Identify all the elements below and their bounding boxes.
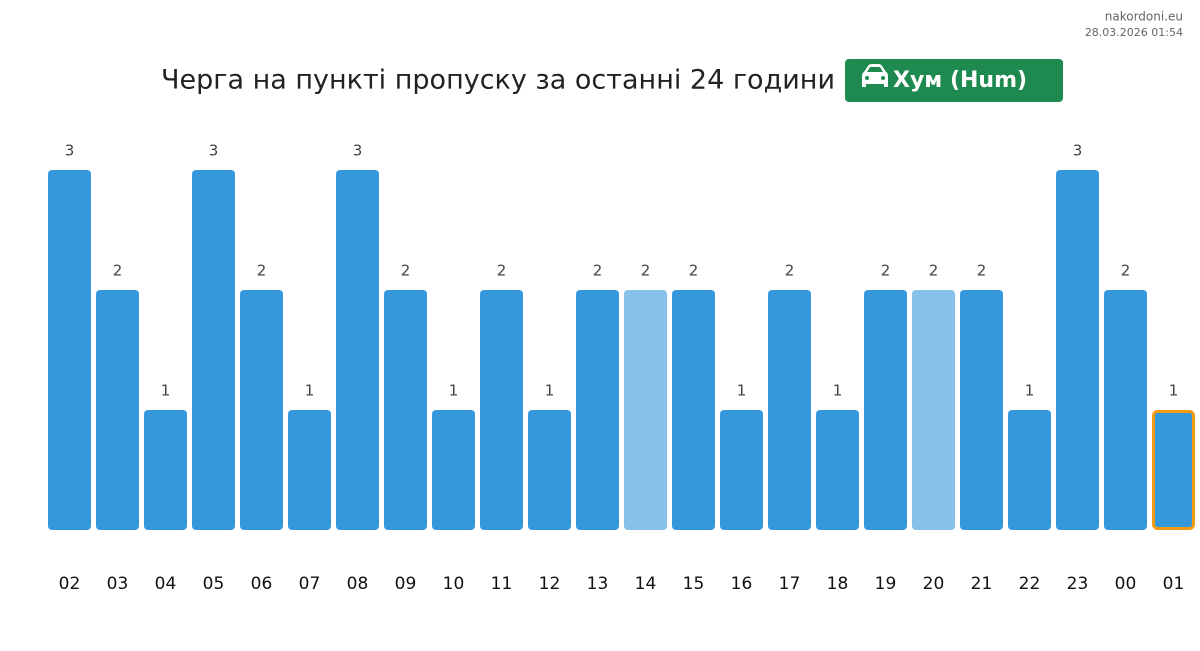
bar	[576, 290, 619, 530]
bar	[1008, 410, 1051, 530]
bar	[960, 290, 1003, 530]
badge	[845, 59, 1063, 102]
chart-title: Черга на пункті пропуску за останні 24 г…	[161, 65, 835, 96]
x-tick-label: 08	[347, 574, 369, 594]
site-name: nakordoni.eu	[1105, 10, 1183, 24]
x-tick-label: 18	[827, 574, 849, 594]
bar	[480, 290, 523, 530]
value-label: 1	[1169, 382, 1179, 400]
value-label: 1	[449, 382, 459, 400]
x-tick-label: 20	[923, 574, 945, 594]
x-tick-label: 21	[971, 574, 993, 594]
bar	[1152, 410, 1195, 530]
bar	[672, 290, 715, 530]
value-label: 2	[401, 262, 411, 280]
bar	[1056, 170, 1099, 530]
bar	[1104, 290, 1147, 530]
bar	[144, 410, 187, 530]
x-tick-label: 10	[443, 574, 465, 594]
timestamp: 28.03.2026 01:54	[1085, 26, 1183, 39]
bar	[432, 410, 475, 530]
x-tick-label: 19	[875, 574, 897, 594]
x-tick-label: 01	[1163, 574, 1185, 594]
bar	[864, 290, 907, 530]
x-tick-label: 04	[155, 574, 177, 594]
bar	[336, 170, 379, 530]
x-tick-label: 09	[395, 574, 417, 594]
value-label: 2	[929, 262, 939, 280]
value-label: 2	[881, 262, 891, 280]
value-label: 3	[353, 142, 363, 160]
bar	[384, 290, 427, 530]
car-icon	[862, 64, 888, 87]
value-label: 1	[545, 382, 555, 400]
badge-label: Хум (Hum)	[893, 68, 1027, 93]
value-label: 2	[1121, 262, 1131, 280]
bar	[624, 290, 667, 530]
x-tick-label: 22	[1019, 574, 1041, 594]
value-label: 2	[689, 262, 699, 280]
x-tick-label: 14	[635, 574, 657, 594]
bar	[768, 290, 811, 530]
value-label: 2	[593, 262, 603, 280]
x-tick-label: 13	[587, 574, 609, 594]
x-tick-label: 23	[1067, 574, 1089, 594]
bar	[240, 290, 283, 530]
value-label: 3	[1073, 142, 1083, 160]
x-tick-label: 12	[539, 574, 561, 594]
x-tick-label: 15	[683, 574, 705, 594]
value-label: 1	[161, 382, 171, 400]
x-tick-label: 00	[1115, 574, 1137, 594]
x-tick-label: 11	[491, 574, 513, 594]
x-tick-label: 06	[251, 574, 273, 594]
bar	[48, 170, 91, 530]
value-label: 1	[833, 382, 843, 400]
bar	[912, 290, 955, 530]
bar	[288, 410, 331, 530]
value-label: 1	[1025, 382, 1035, 400]
bar	[720, 410, 763, 530]
x-tick-label: 07	[299, 574, 321, 594]
x-tick-label: 03	[107, 574, 129, 594]
value-label: 2	[113, 262, 123, 280]
x-tick-label: 02	[59, 574, 81, 594]
x-tick-label: 05	[203, 574, 225, 594]
bar	[96, 290, 139, 530]
value-label: 1	[737, 382, 747, 400]
bar	[192, 170, 235, 530]
bar	[528, 410, 571, 530]
value-label: 2	[977, 262, 987, 280]
bar	[816, 410, 859, 530]
value-label: 3	[65, 142, 75, 160]
value-label: 2	[785, 262, 795, 280]
value-label: 2	[257, 262, 267, 280]
value-label: 3	[209, 142, 219, 160]
value-label: 2	[641, 262, 651, 280]
value-label: 2	[497, 262, 507, 280]
x-tick-label: 17	[779, 574, 801, 594]
x-tick-label: 16	[731, 574, 753, 594]
value-label: 1	[305, 382, 315, 400]
